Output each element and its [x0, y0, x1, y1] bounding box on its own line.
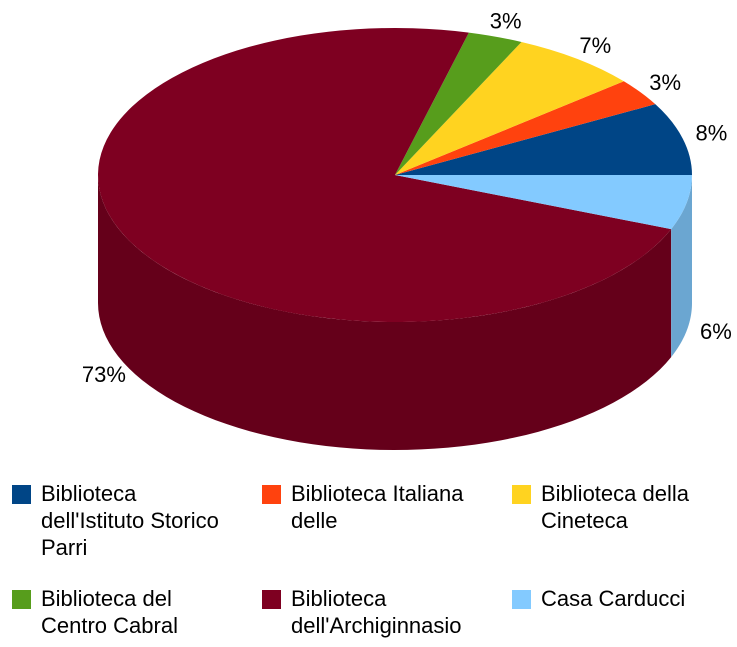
- legend-swatch: [12, 485, 31, 504]
- pie-slice: [395, 32, 522, 176]
- legend-swatch: [262, 590, 281, 609]
- data-label: 3%: [490, 9, 522, 34]
- legend-swatch: [12, 590, 31, 609]
- legend-swatch: [512, 590, 531, 609]
- pie-slice: [395, 175, 692, 230]
- data-label: 7%: [579, 33, 611, 58]
- pie-side: [671, 175, 692, 358]
- pie-area: 8% 3% 7% 3% 73% 6%: [82, 9, 732, 450]
- legend-item: Biblioteca dell'Istituto Storico Parri: [12, 480, 252, 561]
- legend-item: Biblioteca del Centro Cabral: [12, 585, 252, 639]
- data-label: 6%: [700, 319, 732, 344]
- legend-label: Biblioteca della Cineteca: [541, 481, 689, 533]
- data-label: 73%: [82, 362, 126, 387]
- pie-slice: [395, 104, 692, 175]
- pie-slice: [395, 41, 624, 176]
- legend-label: Biblioteca del Centro Cabral: [41, 586, 178, 638]
- legend-swatch: [262, 485, 281, 504]
- legend-label: Biblioteca dell'Archiginnasio: [291, 586, 462, 638]
- legend-swatch: [512, 485, 531, 504]
- legend-label: Casa Carducci: [541, 586, 686, 611]
- legend-item: Casa Carducci: [512, 585, 737, 612]
- legend-label: Biblioteca Italiana delle: [291, 481, 464, 533]
- data-label: 8%: [696, 121, 728, 146]
- data-label: 3%: [649, 70, 681, 95]
- legend-item: Biblioteca della Cineteca: [512, 480, 737, 534]
- legend-item: Biblioteca Italiana delle: [262, 480, 502, 534]
- legend-label: Biblioteca dell'Istituto Storico Parri: [41, 481, 219, 560]
- pie-slice: [97, 28, 672, 323]
- pie-side: [98, 175, 672, 450]
- legend-item: Biblioteca dell'Archiginnasio: [262, 585, 502, 639]
- pie-slice: [395, 81, 656, 175]
